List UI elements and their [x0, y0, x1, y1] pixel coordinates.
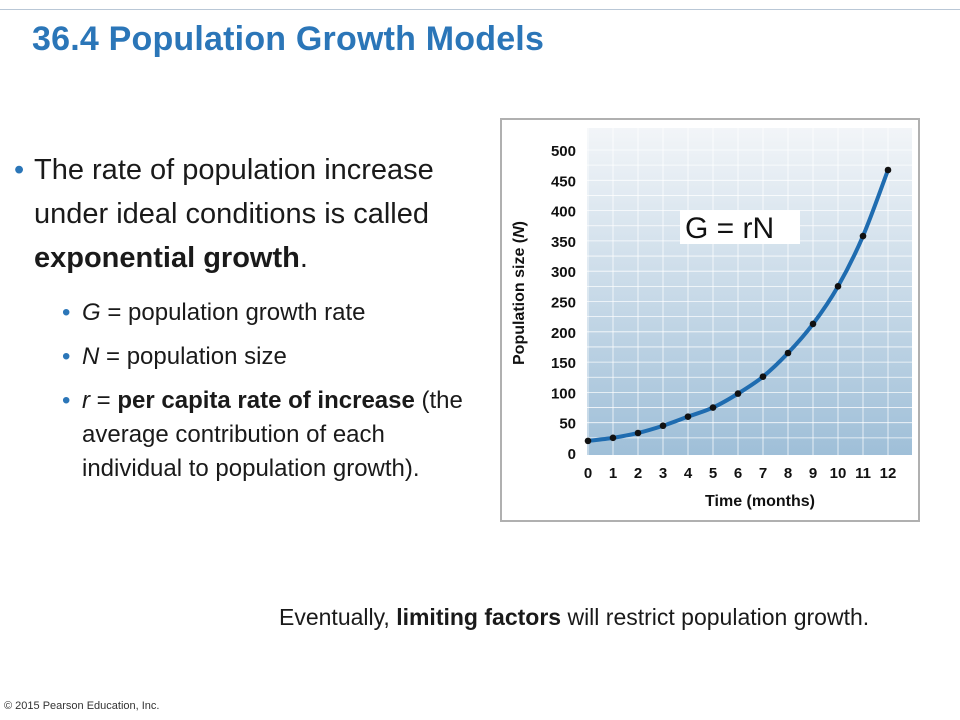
sub-bullet-r-text: = [90, 387, 118, 414]
data-point [834, 283, 842, 290]
equation-box [680, 210, 800, 244]
limiting-factors-note: Eventually, limiting factors will restri… [279, 600, 929, 634]
bullet-main-bold: exponential growth [34, 242, 300, 274]
bullet-list: • The rate of population increase under … [14, 148, 484, 486]
y-tick-label: 0 [568, 446, 576, 463]
sub-bullet-g-text: = population growth rate [100, 299, 366, 326]
data-point [684, 413, 692, 420]
exponential-growth-chart: 0 50 100 150 200 250 300 350 400 450 500 0 1 2 3 4 5 6 7 8 9… [500, 118, 920, 522]
x-tick-label: 7 [759, 465, 767, 482]
equation-label: G = rN [685, 212, 774, 245]
x-tick-label: 11 [855, 465, 871, 482]
y-tick-label: 200 [551, 325, 576, 342]
x-tick-label: 3 [659, 465, 667, 482]
note-pre: Eventually, [279, 604, 397, 630]
data-point [809, 320, 817, 328]
y-tick-label: 250 [551, 295, 576, 312]
x-tick-label: 5 [709, 465, 717, 482]
x-tick-label: 4 [684, 465, 693, 482]
sub-bullet-r: • r = per capita rate of increase (the a… [62, 384, 484, 486]
data-point [584, 437, 592, 445]
x-tick-label: 6 [734, 465, 742, 482]
y-tick-label: 50 [559, 416, 576, 433]
plot-area [587, 128, 912, 455]
sub-bullet-g: • G = population growth rate [62, 296, 484, 330]
data-point [759, 373, 767, 380]
bullet-dot: • [62, 299, 71, 326]
top-rule [0, 9, 960, 10]
data-point [859, 232, 867, 240]
y-tick-label: 350 [551, 234, 576, 251]
y-tick-label: 400 [551, 204, 576, 221]
slide-title: 36.4 Population Growth Models [32, 20, 545, 58]
x-tick-label: 1 [609, 465, 617, 482]
x-tick-label: 10 [830, 465, 847, 482]
sub-bullet-n-text: = population size [99, 343, 287, 370]
note-bold: limiting factors [396, 604, 562, 630]
x-tick-label: 8 [784, 465, 792, 482]
data-point [734, 390, 742, 397]
bullet-main-text: The rate of population increase under id… [34, 154, 434, 230]
y-tick-label: 450 [551, 173, 576, 190]
y-tick-label: 100 [551, 385, 576, 402]
data-point [709, 404, 717, 411]
copyright-text: © 2015 Pearson Education, Inc. [4, 700, 160, 712]
bullet-main: • The rate of population increase under … [14, 148, 484, 280]
x-tick-label: 2 [634, 465, 642, 482]
bullet-dot: • [14, 154, 25, 186]
data-point [884, 166, 892, 174]
y-tick-label: 500 [551, 143, 576, 160]
data-point [634, 429, 642, 437]
x-axis-label: Time (months) [705, 493, 815, 510]
sub-bullet-r-end: (the average contribution of each indivi… [82, 387, 463, 482]
data-point [784, 349, 792, 357]
x-tick-label: 9 [809, 465, 817, 482]
variable-n: N [82, 343, 100, 370]
data-point [609, 434, 617, 442]
variable-r: r [82, 387, 90, 414]
bullet-main-end: . [299, 242, 308, 274]
sub-bullet-r-bold: per capita rate of increase [117, 387, 415, 414]
data-point [659, 422, 667, 430]
bullet-dot: • [62, 343, 71, 370]
x-tick-label: 12 [880, 465, 897, 482]
y-axis-label: Population size (N) [511, 221, 528, 365]
sub-bullet-n: • N = population size [62, 340, 484, 374]
variable-g: G [82, 299, 101, 326]
y-tick-label: 300 [551, 264, 576, 281]
x-tick-label: 0 [584, 465, 592, 482]
y-tick-label: 150 [551, 355, 576, 372]
note-post: will restrict population growth. [561, 604, 870, 630]
bullet-dot: • [62, 387, 71, 414]
